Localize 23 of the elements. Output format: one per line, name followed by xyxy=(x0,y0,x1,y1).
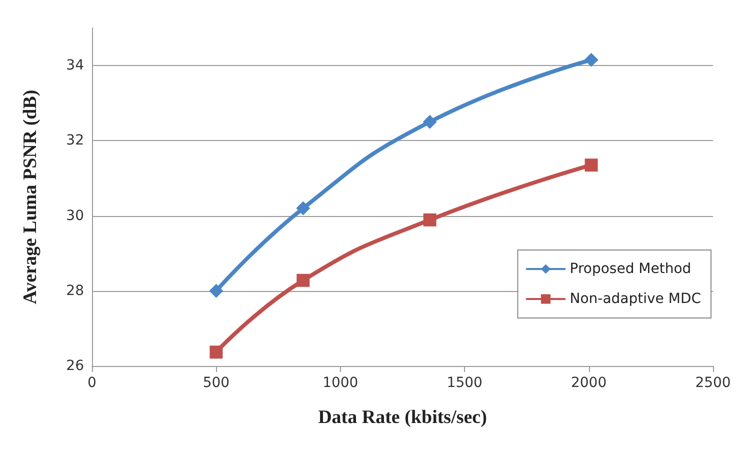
y-tick-label: 30 xyxy=(66,208,84,224)
point xyxy=(210,346,223,359)
legend-label: Proposed Method xyxy=(570,261,692,277)
x-tick-label: 500 xyxy=(202,375,230,391)
legend-label: Non-adaptive MDC xyxy=(570,291,702,307)
x-tick-label: 1000 xyxy=(322,375,358,391)
x-axis-title: Data Rate (kbits/sec) xyxy=(318,407,487,428)
point xyxy=(584,52,598,67)
y-tick-label: 26 xyxy=(66,358,84,374)
y-tick-label: 32 xyxy=(66,132,84,149)
point xyxy=(296,201,310,216)
y-axis-title: Average Luma PSNR (dB) xyxy=(20,90,41,304)
x-tick-label: 2000 xyxy=(570,375,607,391)
x-tick-label: 2500 xyxy=(695,375,731,391)
point xyxy=(584,158,598,172)
point xyxy=(209,284,224,298)
y-tick-label: 28 xyxy=(66,282,84,299)
point xyxy=(422,114,437,129)
point xyxy=(423,213,436,226)
y-tick-label: 34 xyxy=(66,58,84,74)
point xyxy=(296,274,310,287)
x-tick-label: 0 xyxy=(88,375,96,391)
x-tick-label: 1500 xyxy=(446,375,482,391)
